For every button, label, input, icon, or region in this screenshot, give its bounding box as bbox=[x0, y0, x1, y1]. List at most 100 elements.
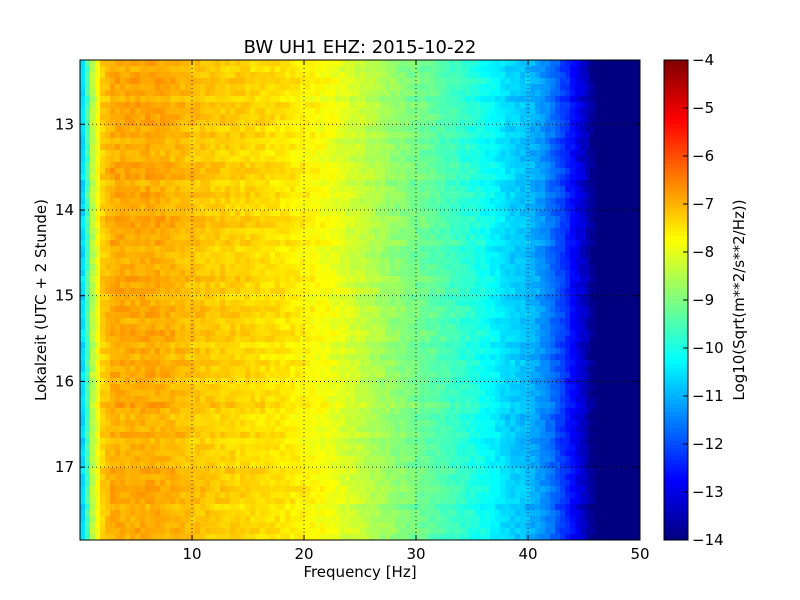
heatmap-cell bbox=[420, 78, 426, 85]
heatmap-cell bbox=[385, 276, 391, 283]
heatmap-cell bbox=[185, 240, 191, 247]
heatmap-cell bbox=[580, 234, 586, 241]
heatmap-cell bbox=[505, 210, 511, 217]
heatmap-cell bbox=[380, 138, 386, 145]
heatmap-cell bbox=[295, 114, 301, 121]
heatmap-cell bbox=[190, 276, 196, 283]
heatmap-cell bbox=[145, 234, 151, 241]
heatmap-cell bbox=[435, 168, 441, 175]
heatmap-cell bbox=[170, 132, 176, 139]
heatmap-cell bbox=[90, 168, 96, 175]
heatmap-cell bbox=[290, 198, 296, 205]
heatmap-cell bbox=[390, 276, 396, 283]
heatmap-cell bbox=[455, 234, 461, 241]
heatmap-cell bbox=[305, 156, 311, 163]
heatmap-cell bbox=[580, 210, 586, 217]
heatmap-cell bbox=[135, 144, 141, 151]
heatmap-cell bbox=[135, 168, 141, 175]
heatmap-cell bbox=[420, 246, 426, 253]
heatmap-cell bbox=[95, 180, 101, 187]
heatmap-cell bbox=[530, 258, 536, 265]
heatmap-cell bbox=[635, 168, 641, 175]
heatmap-cell bbox=[535, 144, 541, 151]
heatmap-cell bbox=[115, 294, 121, 301]
heatmap-cell bbox=[355, 186, 361, 193]
heatmap-cell bbox=[600, 144, 606, 151]
heatmap-cell bbox=[540, 318, 546, 325]
heatmap-cell bbox=[460, 306, 466, 313]
heatmap-cell bbox=[225, 288, 231, 295]
heatmap-cell bbox=[490, 114, 496, 121]
heatmap-cell bbox=[490, 210, 496, 217]
heatmap-cell bbox=[410, 294, 416, 301]
heatmap-cell bbox=[565, 228, 571, 235]
heatmap-cell bbox=[160, 288, 166, 295]
heatmap-cell bbox=[435, 90, 441, 97]
heatmap-cell bbox=[365, 294, 371, 301]
heatmap-cell bbox=[435, 84, 441, 91]
heatmap-cell bbox=[185, 210, 191, 217]
heatmap-cell bbox=[425, 300, 431, 307]
heatmap-cell bbox=[160, 300, 166, 307]
heatmap-cell bbox=[450, 66, 456, 73]
heatmap-cell bbox=[220, 234, 226, 241]
heatmap-cell bbox=[190, 138, 196, 145]
heatmap-cell bbox=[410, 78, 416, 85]
heatmap-cell bbox=[610, 264, 616, 271]
heatmap-cell bbox=[420, 300, 426, 307]
heatmap-cell bbox=[250, 264, 256, 271]
heatmap-cell bbox=[605, 234, 611, 241]
heatmap-cell bbox=[290, 252, 296, 259]
heatmap-cell bbox=[165, 60, 171, 67]
heatmap-cell bbox=[455, 138, 461, 145]
heatmap-cell bbox=[365, 300, 371, 307]
heatmap-cell bbox=[400, 276, 406, 283]
heatmap-cell bbox=[555, 168, 561, 175]
heatmap-cell bbox=[500, 72, 506, 79]
heatmap-cell bbox=[240, 294, 246, 301]
heatmap-cell bbox=[225, 66, 231, 73]
heatmap-cell bbox=[230, 276, 236, 283]
heatmap-cell bbox=[570, 150, 576, 157]
heatmap-cell bbox=[335, 264, 341, 271]
heatmap-cell bbox=[335, 300, 341, 307]
heatmap-cell bbox=[220, 222, 226, 229]
heatmap-cell bbox=[635, 132, 641, 139]
heatmap-cell bbox=[355, 84, 361, 91]
heatmap-cell bbox=[335, 156, 341, 163]
heatmap-cell bbox=[210, 324, 216, 331]
heatmap-cell bbox=[170, 180, 176, 187]
heatmap-cell bbox=[510, 192, 516, 199]
heatmap-cell bbox=[335, 270, 341, 277]
heatmap-cell bbox=[85, 168, 91, 175]
heatmap-cell bbox=[260, 72, 266, 79]
heatmap-cell bbox=[90, 192, 96, 199]
heatmap-cell bbox=[80, 240, 86, 247]
heatmap-cell bbox=[170, 174, 176, 181]
heatmap-cell bbox=[480, 204, 486, 211]
heatmap-cell bbox=[485, 186, 491, 193]
heatmap-cell bbox=[160, 318, 166, 325]
heatmap-cell bbox=[160, 204, 166, 211]
heatmap-cell bbox=[520, 162, 526, 169]
heatmap-cell bbox=[150, 174, 156, 181]
heatmap-cell bbox=[275, 72, 281, 79]
heatmap-cell bbox=[565, 84, 571, 91]
heatmap-cell bbox=[465, 132, 471, 139]
heatmap-cell bbox=[390, 222, 396, 229]
heatmap-cell bbox=[440, 96, 446, 103]
heatmap-cell bbox=[285, 120, 291, 127]
heatmap-cell bbox=[540, 156, 546, 163]
heatmap-cell bbox=[160, 180, 166, 187]
heatmap-cell bbox=[340, 252, 346, 259]
heatmap-cell bbox=[625, 258, 631, 265]
heatmap-cell bbox=[505, 318, 511, 325]
heatmap-cell bbox=[415, 84, 421, 91]
heatmap-cell bbox=[410, 246, 416, 253]
heatmap-cell bbox=[560, 204, 566, 211]
heatmap-cell bbox=[130, 288, 136, 295]
heatmap-cell bbox=[195, 204, 201, 211]
heatmap-cell bbox=[345, 306, 351, 313]
heatmap-cell bbox=[200, 204, 206, 211]
heatmap-cell bbox=[390, 114, 396, 121]
